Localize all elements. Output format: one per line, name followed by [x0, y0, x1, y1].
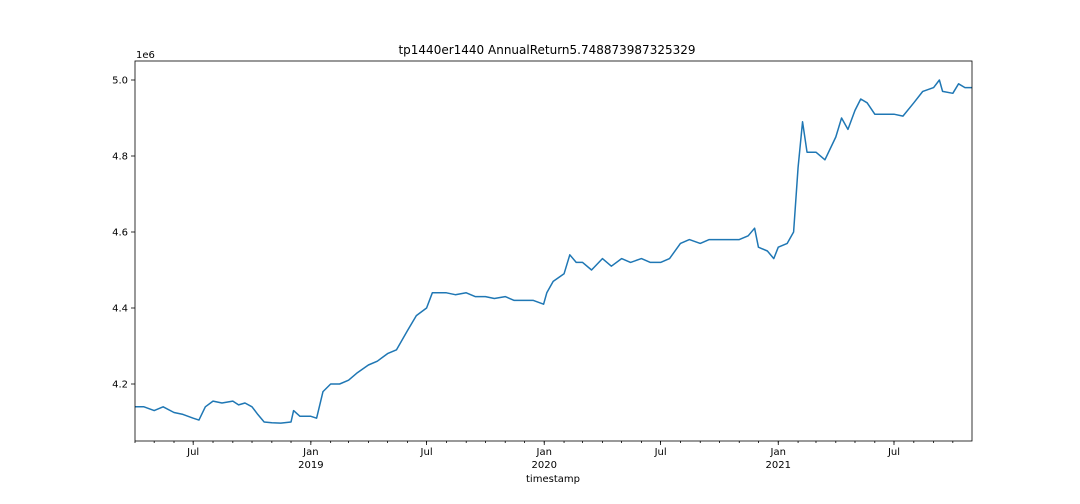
plot-area: Jul Jan 2019 Jul Jan 2020 Jul Jan 2021 Jul 4.2 4.4 4… [112, 60, 973, 471]
x-tick-sublabel: 2019 [298, 460, 323, 471]
x-tick-label: Jul [420, 447, 433, 458]
x-tick-label: Jul [654, 447, 667, 458]
x-tick-sublabel: 2020 [532, 460, 557, 471]
x-tick-label: Jan [536, 447, 552, 458]
x-tick-label: Jul [887, 447, 900, 458]
series-line [135, 79, 972, 424]
x-axis-label: timestamp [526, 474, 580, 485]
y-tick-label: 5.0 [112, 76, 128, 87]
y-offset-text: 1e6 [136, 50, 155, 61]
x-tick-sublabel: 2021 [766, 460, 791, 471]
y-tick-label: 4.6 [112, 228, 128, 239]
y-tick-label: 4.8 [112, 152, 128, 163]
plot-frame [134, 60, 973, 442]
y-tick-label: 4.4 [112, 304, 128, 315]
x-tick-label: Jan [770, 447, 786, 458]
y-tick-label: 4.2 [112, 380, 128, 391]
chart-title: tp1440er1440 AnnualReturn5.7488739873253… [398, 43, 695, 57]
x-tick-label: Jan [302, 447, 318, 458]
x-tick-label: Jul [186, 447, 199, 458]
